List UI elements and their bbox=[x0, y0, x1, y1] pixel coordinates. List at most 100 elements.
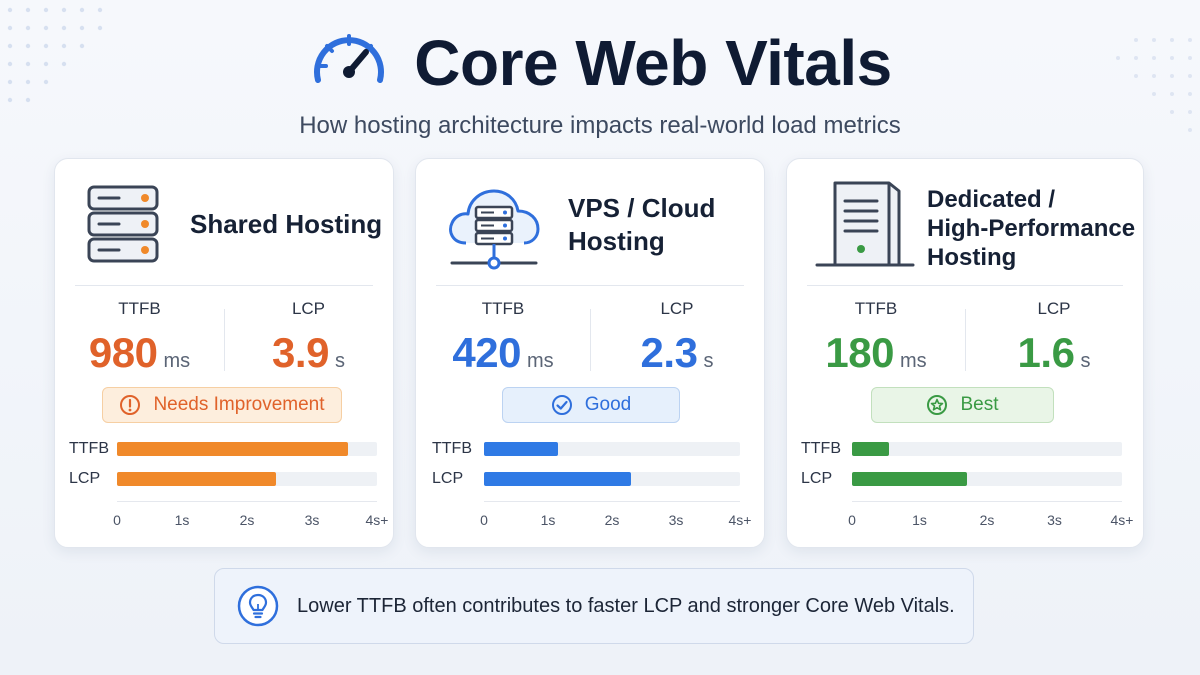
status-badge-label: Best bbox=[960, 394, 999, 415]
status-badge: Needs Improvement bbox=[102, 387, 342, 423]
bar-ttfb bbox=[117, 442, 348, 456]
x-tick-label: 0 bbox=[480, 512, 488, 528]
metrics-row: TTFB 180 ms LCP 1.6 s bbox=[787, 299, 1143, 389]
lcp-unit: s bbox=[1080, 350, 1091, 372]
metric-divider bbox=[224, 309, 225, 371]
x-tick-label: 1s bbox=[912, 512, 927, 528]
x-tick-label: 4s+ bbox=[1110, 512, 1134, 528]
ttfb-unit: ms bbox=[899, 350, 927, 372]
ttfb-label: TTFB bbox=[118, 299, 161, 318]
header: Core Web Vitals How hosting architecture… bbox=[0, 0, 1200, 150]
lcp-value: 3.9 bbox=[272, 329, 329, 376]
bar-track-ttfb bbox=[484, 442, 740, 456]
star-circle-icon bbox=[927, 395, 948, 415]
card-header: Shared Hosting bbox=[55, 159, 393, 285]
bar-label-ttfb: TTFB bbox=[432, 440, 472, 457]
bar-track-ttfb bbox=[852, 442, 1122, 456]
bar-ttfb bbox=[484, 442, 558, 456]
alert-circle-icon bbox=[120, 395, 141, 415]
x-tick-label: 1s bbox=[174, 512, 190, 528]
card-title: Shared Hosting bbox=[190, 209, 383, 239]
ttfb-value: 420 bbox=[452, 329, 521, 376]
x-tick-label: 2s bbox=[239, 512, 255, 528]
x-tick-label: 2s bbox=[604, 512, 620, 528]
bar-label-ttfb: TTFB bbox=[69, 440, 109, 457]
ttfb-value: 180 bbox=[825, 329, 894, 376]
x-axis-line bbox=[484, 501, 740, 502]
server-stack-icon bbox=[87, 185, 159, 263]
ttfb-unit: ms bbox=[526, 350, 554, 372]
hosting-card-vps: VPS / Cloud Hosting TTFB 420 ms LCP 2.3 s … bbox=[415, 158, 765, 548]
bar-chart: TTFB LCP 0 1s 2s 3s 4s+ bbox=[55, 439, 393, 549]
metrics-row: TTFB 980 ms LCP 3.9 s bbox=[55, 299, 393, 389]
bar-label-ttfb: TTFB bbox=[801, 440, 841, 457]
x-tick-label: 3s bbox=[668, 512, 684, 528]
bar-track-lcp bbox=[117, 472, 377, 486]
lcp-unit: s bbox=[703, 350, 714, 372]
dot-pattern-left bbox=[7, 7, 103, 103]
lcp-label: LCP bbox=[660, 299, 694, 318]
metric-divider bbox=[590, 309, 591, 371]
bar-chart: TTFB LCP 0 1s 2s 3s 4s+ bbox=[416, 439, 764, 549]
hosting-card-dedicated: Dedicated / High-Performance Hosting TTF… bbox=[786, 158, 1144, 548]
ttfb-label: TTFB bbox=[854, 299, 898, 318]
x-axis-line bbox=[852, 501, 1122, 502]
ttfb-unit: ms bbox=[163, 350, 191, 372]
card-header: VPS / Cloud Hosting bbox=[416, 159, 764, 285]
divider bbox=[75, 285, 373, 286]
ttfb-value: 980 bbox=[88, 329, 158, 376]
bar-track-lcp bbox=[852, 472, 1122, 486]
card-title-line-1: Dedicated / bbox=[927, 186, 1056, 213]
tower-server-icon bbox=[815, 181, 915, 267]
lcp-metric: LCP 2.3 s bbox=[590, 299, 764, 377]
card-title-line-3: Hosting bbox=[927, 244, 1017, 271]
title-row: Core Web Vitals bbox=[0, 22, 1200, 104]
x-axis-line bbox=[117, 501, 377, 502]
x-tick-label: 4s+ bbox=[365, 512, 389, 528]
status-badge: Best bbox=[871, 387, 1054, 423]
hosting-card-shared: Shared Hosting TTFB 980 ms LCP 3.9 s Needs… bbox=[54, 158, 394, 548]
footer-tip: Lower TTFB often contributes to faster L… bbox=[214, 568, 974, 644]
bar-label-lcp: LCP bbox=[69, 470, 101, 487]
divider bbox=[807, 285, 1123, 286]
card-title-line-1: VPS / Cloud bbox=[568, 193, 716, 223]
lcp-unit: s bbox=[334, 350, 345, 372]
bar-label-lcp: LCP bbox=[432, 470, 464, 487]
card-title-line-2: Hosting bbox=[568, 226, 665, 256]
page-title: Core Web Vitals bbox=[414, 27, 892, 99]
metric-divider bbox=[965, 309, 966, 371]
card-title: Dedicated / High-Performance Hosting bbox=[927, 185, 1135, 272]
bar-lcp bbox=[117, 472, 277, 486]
cloud-server-icon bbox=[449, 189, 540, 270]
lcp-value: 1.6 bbox=[1017, 329, 1075, 376]
status-badge: Good bbox=[502, 387, 680, 423]
page-subtitle: How hosting architecture impacts real-wo… bbox=[299, 112, 901, 139]
x-tick-label: 2s bbox=[979, 512, 995, 528]
card-header: Dedicated / High-Performance Hosting bbox=[787, 159, 1143, 285]
speedometer-icon bbox=[314, 34, 385, 83]
bar-lcp bbox=[484, 472, 632, 486]
lcp-label: LCP bbox=[1037, 299, 1071, 318]
bar-track-lcp bbox=[484, 472, 740, 486]
lcp-metric: LCP 1.6 s bbox=[965, 299, 1143, 377]
x-tick-label: 0 bbox=[848, 512, 856, 528]
bar-chart: TTFB LCP 0 1s 2s 3s 4s+ bbox=[787, 439, 1143, 549]
x-tick-label: 3s bbox=[1047, 512, 1062, 528]
x-tick-label: 3s bbox=[304, 512, 320, 528]
x-tick-label: 4s+ bbox=[728, 512, 752, 528]
ttfb-metric: TTFB 420 ms bbox=[416, 299, 590, 377]
ttfb-label: TTFB bbox=[481, 299, 525, 318]
card-title: VPS / Cloud Hosting bbox=[568, 193, 715, 256]
status-badge-label: Good bbox=[584, 394, 632, 415]
dot-pattern-right bbox=[1116, 38, 1192, 132]
x-tick-label: 1s bbox=[540, 512, 556, 528]
bar-label-lcp: LCP bbox=[801, 470, 833, 487]
divider bbox=[436, 285, 744, 286]
bar-ttfb bbox=[852, 442, 890, 456]
metrics-row: TTFB 420 ms LCP 2.3 s bbox=[416, 299, 764, 389]
bar-lcp bbox=[852, 472, 967, 486]
lightbulb-icon bbox=[237, 585, 279, 627]
lcp-value: 2.3 bbox=[640, 329, 698, 376]
bar-track-ttfb bbox=[117, 442, 377, 456]
lcp-label: LCP bbox=[291, 299, 326, 318]
